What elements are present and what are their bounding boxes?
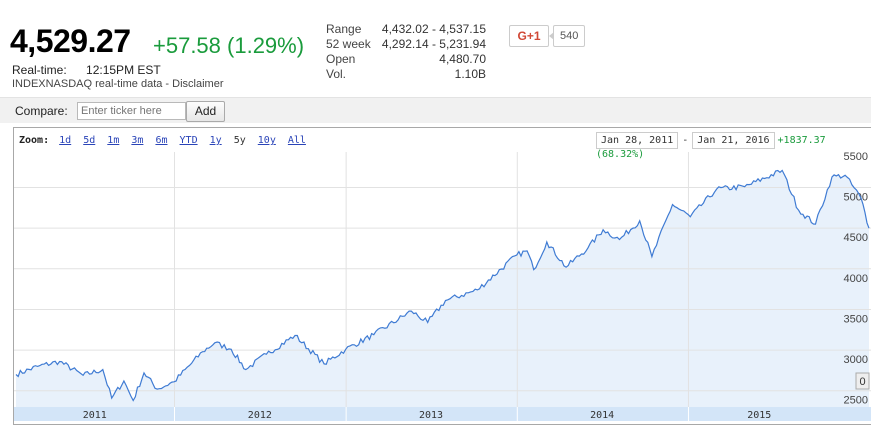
y-tick-label: 3500	[844, 313, 868, 325]
stat-label: Vol.	[326, 67, 347, 81]
zoom-option-ytd[interactable]: YTD	[179, 135, 198, 146]
date-range: Jan 28, 2011- Jan 21, 2016 +1837.37 (68.32…	[596, 132, 871, 160]
price-line	[15, 169, 870, 402]
stat-value: 4,480.70	[439, 52, 486, 66]
price-area-fill	[16, 170, 869, 407]
add-button[interactable]: Add	[186, 101, 225, 122]
stat-label: Range	[326, 22, 362, 36]
quote-stats: Range 4,432.02 - 4,537.15 52 week 4,292.14…	[326, 22, 486, 82]
stat-row-volume: Vol. 1.10B	[326, 67, 486, 82]
gplus-count: 540	[548, 25, 586, 47]
y-tick-label: 4500	[844, 232, 868, 244]
y-tick-label: 3000	[844, 354, 868, 366]
x-year-label: 2013	[419, 410, 443, 421]
date-end-field[interactable]: Jan 21, 2016	[692, 132, 775, 149]
zoom-option-3m[interactable]: 3m	[131, 135, 144, 146]
zoom-controls: Zoom: 1d 5d 1m 3m 6m YTD 1y 5y 10y All	[19, 135, 312, 146]
stat-label: 52 week	[326, 37, 371, 51]
stat-value: 4,432.02 - 4,537.15	[381, 22, 486, 36]
x-year-label: 2015	[747, 410, 771, 421]
quote-time: 12:15PM EST	[86, 63, 161, 77]
quote-change: +57.58 (1.29%)	[153, 33, 305, 58]
x-year-label: 2014	[590, 410, 614, 421]
stat-value: 4,292.14 - 5,231.94	[381, 37, 486, 51]
zoom-option-1m[interactable]: 1m	[107, 135, 120, 146]
quote-price: 4,529.27	[10, 23, 131, 59]
x-year-label: 2011	[83, 410, 107, 421]
date-separator: -	[682, 135, 689, 146]
realtime-row: Real-time: 12:15PM EST	[12, 63, 161, 77]
y-tick-label-partial: 5500	[844, 152, 868, 163]
zoom-option-5d[interactable]: 5d	[83, 135, 96, 146]
chart-corner-label: 0	[859, 376, 865, 388]
zoom-label: Zoom:	[19, 135, 50, 146]
stat-row-range: Range 4,432.02 - 4,537.15	[326, 22, 486, 37]
data-source[interactable]: INDEXNASDAQ real-time data - Disclaimer	[12, 78, 224, 90]
zoom-option-all[interactable]: All	[287, 135, 306, 146]
x-axis-band	[14, 407, 871, 421]
zoom-option-1d[interactable]: 1d	[59, 135, 72, 146]
stat-value: 1.10B	[454, 67, 486, 81]
compare-label: Compare:	[15, 104, 68, 118]
chart-plot-area[interactable]: 5000 4500 4000 3500 3000 2500 5500 2011 2012 2013…	[14, 152, 871, 424]
price-chart[interactable]: Zoom: 1d 5d 1m 3m 6m YTD 1y 5y 10y All J…	[13, 127, 871, 425]
zoom-option-5y-selected[interactable]: 5y	[233, 135, 246, 146]
range-change: +1837.37 (68.32%)	[596, 135, 826, 160]
y-tick-label: 5000	[844, 192, 868, 204]
stat-label: Open	[326, 52, 356, 66]
gplus-button[interactable]: G+1	[509, 25, 549, 47]
stat-row-52week: 52 week 4,292.14 - 5,231.94	[326, 37, 486, 52]
zoom-option-1y[interactable]: 1y	[209, 135, 222, 146]
zoom-option-6m[interactable]: 6m	[155, 135, 168, 146]
stat-row-open: Open 4,480.70	[326, 52, 486, 67]
chart-corner-widget[interactable]	[855, 372, 870, 390]
zoom-option-10y[interactable]: 10y	[257, 135, 276, 146]
compare-bar: Compare: Add	[0, 97, 871, 123]
y-tick-label: 4000	[844, 273, 868, 285]
y-tick-label: 2500	[844, 395, 868, 407]
date-start-field[interactable]: Jan 28, 2011	[596, 132, 679, 149]
x-year-label: 2012	[248, 410, 272, 421]
realtime-label: Real-time:	[12, 63, 67, 77]
compare-ticker-input[interactable]	[77, 102, 186, 120]
